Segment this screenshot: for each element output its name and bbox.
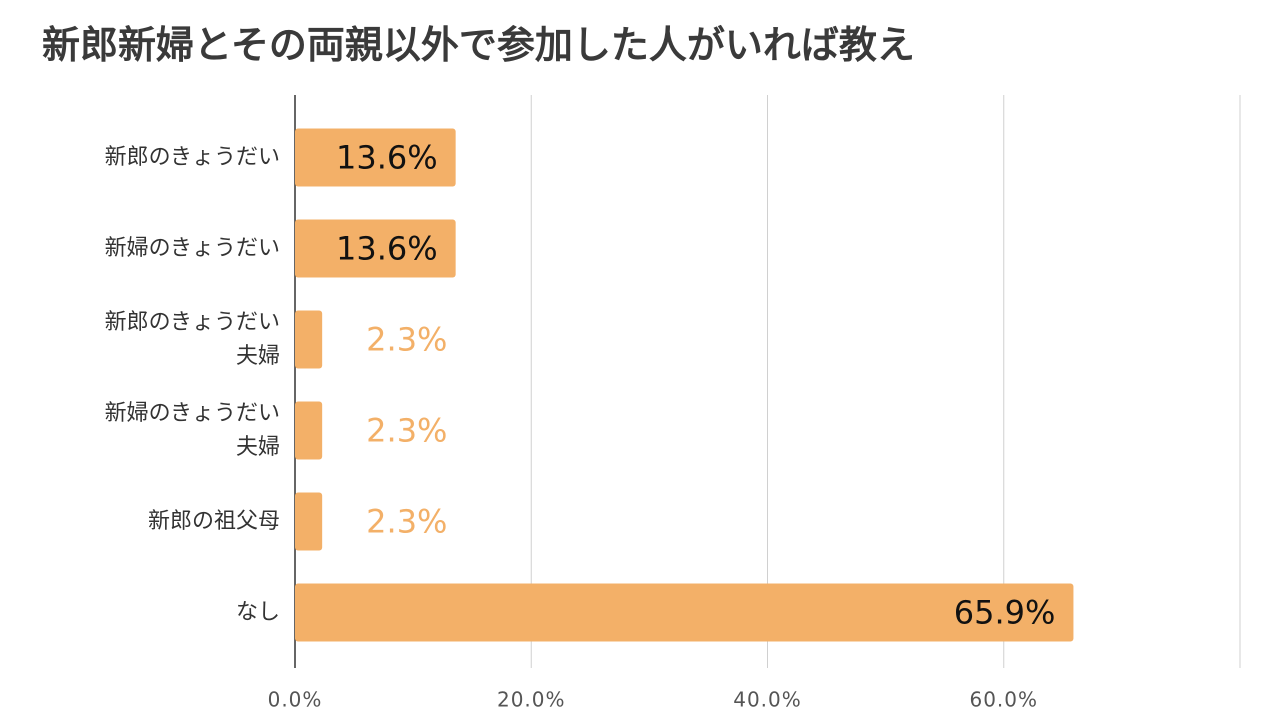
y-tick-label: 新郎の祖父母 <box>147 508 280 534</box>
bar <box>295 310 323 369</box>
value-label: 13.6% <box>336 139 438 177</box>
bar <box>295 583 1074 642</box>
bar <box>295 128 456 187</box>
value-label: 2.3% <box>366 321 447 359</box>
y-tick-label: 新郎のきょうだい 夫婦 <box>104 309 280 369</box>
y-tick-label: 新婦のきょうだい <box>104 235 280 261</box>
value-label: 2.3% <box>366 412 447 450</box>
bar <box>295 219 456 278</box>
value-label: 65.9% <box>954 594 1056 632</box>
value-label: 13.6% <box>336 230 438 268</box>
value-label: 2.3% <box>366 503 447 541</box>
bar <box>295 401 323 460</box>
bar <box>295 492 323 551</box>
y-tick-label: なし <box>235 599 280 625</box>
x-tick-label: 0.0% <box>268 688 323 712</box>
chart-title: 新郎新婦とその両親以外で参加した人がいれば教え <box>42 23 915 67</box>
x-tick-label: 40.0% <box>733 688 802 712</box>
x-tick-label: 20.0% <box>497 688 566 712</box>
x-tick-label: 60.0% <box>969 688 1038 712</box>
y-tick-label: 新婦のきょうだい 夫婦 <box>104 400 280 460</box>
y-tick-label: 新郎のきょうだい <box>104 144 280 170</box>
